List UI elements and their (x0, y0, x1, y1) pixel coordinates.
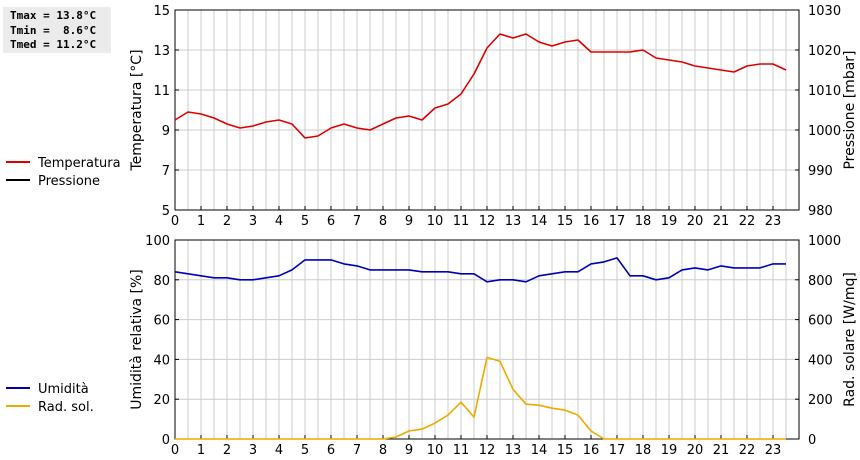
panel1-x-tick-label: 10 (427, 214, 444, 229)
panel2-x-tick-label: 16 (583, 443, 600, 458)
panel1-x-tick-label: 3 (249, 214, 257, 229)
panel1-x-tick-label: 16 (583, 214, 600, 229)
panel1-x-tick-label: 2 (223, 214, 231, 229)
panel1-x-tick-label: 14 (531, 214, 548, 229)
panel2-x-tick-label: 6 (327, 443, 335, 458)
panel2-x-tick-label: 19 (661, 443, 678, 458)
panel1-x-tick-label: 9 (405, 214, 413, 229)
panel1-y2-tick-label: 1020 (808, 44, 841, 59)
panel2-x-tick-label: 22 (739, 443, 756, 458)
panel1-x-tick-label: 20 (687, 214, 704, 229)
panel1-x-tick-label: 8 (379, 214, 387, 229)
panel1-x-tick-label: 5 (301, 214, 309, 229)
panel1-x-tick-label: 22 (739, 214, 756, 229)
panel1-y2-tick-label: 1030 (808, 4, 841, 19)
panel2-x-tick-label: 12 (479, 443, 496, 458)
panel1-y-tick-label: 11 (153, 84, 170, 99)
panel2-x-tick-label: 5 (301, 443, 309, 458)
stat-tmin: Tmin = 8.6°C (10, 23, 97, 37)
panel1-y2-tick-label: 990 (808, 164, 833, 179)
panel1-x-tick-label: 18 (635, 214, 652, 229)
panel2-y-tick-label: 20 (153, 393, 170, 408)
stat-tmed: Tmed = 11.2°C (10, 38, 97, 51)
panel2-x-tick-label: 2 (223, 443, 231, 458)
panel2-y2-tick-label: 0 (808, 433, 816, 448)
panel1-x-tick-label: 11 (453, 214, 470, 229)
panel1-y-tick-label: 5 (162, 204, 170, 219)
panel2-x-tick-label: 23 (765, 443, 782, 458)
panel1-series-temperatura (174, 33, 787, 139)
panel1-y-tick-label: 13 (153, 44, 170, 59)
panel2-y-tick-label: 60 (153, 314, 170, 329)
panel1-x-tick-label: 19 (661, 214, 678, 229)
panel2-x-tick-label: 11 (453, 443, 470, 458)
panel2-x-tick-label: 13 (505, 443, 522, 458)
panel2-legend-label: Umidità (38, 382, 89, 397)
panel2-series-umidit- (174, 257, 786, 283)
panel2-y2-tick-label: 600 (808, 314, 833, 329)
panel1-x-tick-label: 4 (275, 214, 283, 229)
panel1-y-axis-label: Temperatura [°C] (129, 49, 145, 171)
panel1-y2-tick-label: 1010 (808, 84, 841, 99)
panel1-y2-tick-label: 980 (808, 204, 833, 219)
panel2-y-axis-label: Umidità relativa [%] (129, 269, 145, 410)
panel2-x-tick-label: 20 (687, 443, 704, 458)
panel2-y2-tick-label: 200 (808, 393, 833, 408)
panel1-x-tick-label: 21 (713, 214, 730, 229)
panel2-x-tick-label: 15 (557, 443, 574, 458)
panel1-legend-label: Temperatura (37, 156, 121, 171)
panel1-y2-tick-label: 1000 (808, 124, 841, 139)
stats-box: Tmax = 13.8°C Tmin = 8.6°C Tmed = 11.2°C (3, 7, 111, 53)
panel1-y-tick-label: 15 (153, 4, 170, 19)
panel2-legend-label: Rad. sol. (38, 400, 94, 415)
panel2-x-tick-label: 4 (275, 443, 283, 458)
stat-tmax: Tmax = 13.8°C (10, 9, 97, 22)
panel2-y2-tick-label: 800 (808, 274, 833, 289)
panel1-x-tick-label: 15 (557, 214, 574, 229)
panel2-x-tick-label: 3 (249, 443, 257, 458)
panel2-x-tick-label: 7 (353, 443, 361, 458)
panel2-x-tick-label: 14 (531, 443, 548, 458)
panel1-y-tick-label: 7 (162, 164, 170, 179)
panel2-x-tick-label: 8 (379, 443, 387, 458)
panel2-x-tick-label: 9 (405, 443, 413, 458)
panel2-y2-tick-label: 1000 (808, 234, 841, 249)
panel2-y-tick-label: 0 (162, 433, 170, 448)
panel1-x-tick-label: 1 (197, 214, 205, 229)
panel1-x-tick-label: 7 (353, 214, 361, 229)
panel2-x-tick-label: 21 (713, 443, 730, 458)
panel2-x-tick-label: 1 (197, 443, 205, 458)
panel1-x-tick-label: 0 (171, 214, 179, 229)
panel2-y2-axis-label: Rad. solare [W/mq] (842, 272, 858, 407)
panel2-y-tick-label: 80 (153, 274, 170, 289)
panel1-legend-label: Pressione (38, 174, 100, 189)
panel1-y2-axis-label: Pressione [mbar] (842, 50, 858, 169)
panel2-x-tick-label: 0 (171, 443, 179, 458)
panel2-series-rad-sol- (175, 356, 786, 440)
panel1-x-tick-label: 13 (505, 214, 522, 229)
panel1-x-tick-label: 12 (479, 214, 496, 229)
panel2-x-tick-label: 17 (609, 443, 626, 458)
panel2-y2-tick-label: 400 (808, 353, 833, 368)
panel1-x-tick-label: 23 (765, 214, 782, 229)
panel2-x-tick-label: 18 (635, 443, 652, 458)
panel2-x-tick-label: 10 (427, 443, 444, 458)
panel1-y-tick-label: 9 (162, 124, 170, 139)
panel2-y-tick-label: 100 (145, 234, 170, 249)
panel1-x-tick-label: 6 (327, 214, 335, 229)
panel2-y-tick-label: 40 (153, 353, 170, 368)
panel1-x-tick-label: 17 (609, 214, 626, 229)
